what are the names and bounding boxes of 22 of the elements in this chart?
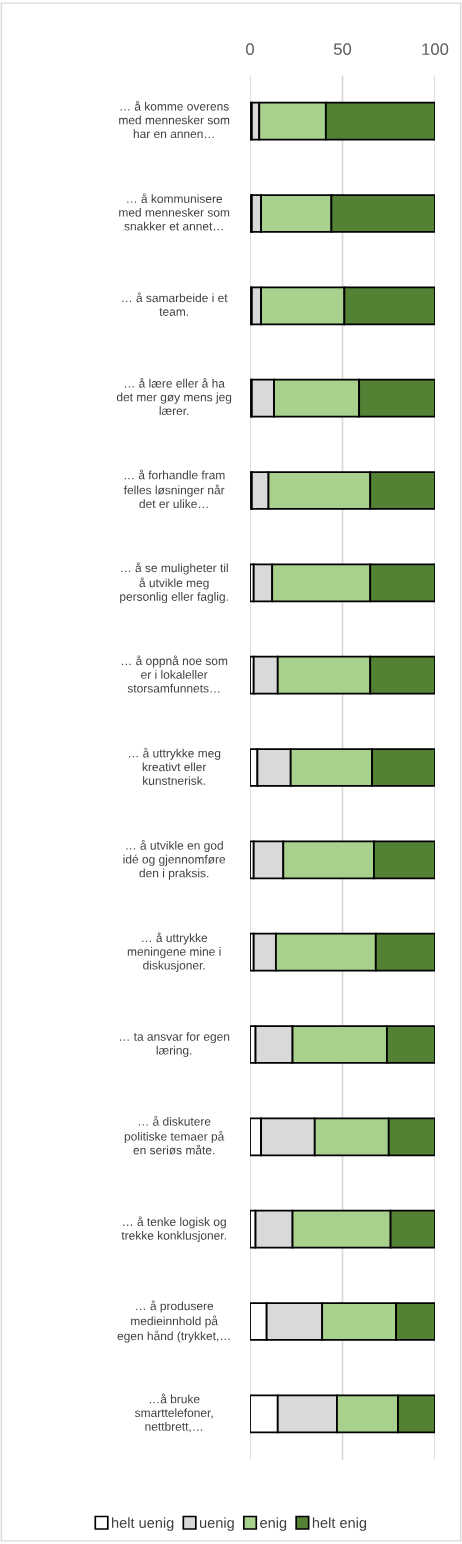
y-tick-label: … å uttrykke meg kreativt eller kunstnerisk. — [128, 747, 221, 785]
x-tick-label: 100 — [422, 43, 449, 56]
legend-label: helt enig — [312, 1517, 367, 1531]
legend-label: uenig — [200, 1517, 234, 1531]
y-tick-label: … å diskutere politiske temaer på en seriøs måte. — [124, 1115, 225, 1155]
legend-label: enig — [260, 1517, 287, 1531]
y-tick-label: … å komme overens med mennesker som har en annen… — [119, 100, 230, 139]
x-tick-label: 0 — [246, 43, 254, 56]
y-tick-label: … ta ansvar for egen læring. — [120, 1032, 230, 1057]
y-tick-label: … å utvikle en god idé og gjennomføre den i praksis. — [123, 839, 226, 880]
legend-label: helt uenig — [112, 1517, 174, 1531]
y-tick-label: … å uttrykke meningene mine i diskusjoner. — [127, 932, 221, 972]
x-tick-label: 50 — [333, 43, 352, 56]
y-tick-label: … å produsere medieinnhold på egen hånd (trykket,… — [117, 1300, 230, 1343]
y-tick-label: … å lære eller å ha det mer gøy mens jeg lærer. — [116, 377, 232, 416]
y-tick-label: … å forhandle fram felles løsninger når det er ulike… — [123, 469, 225, 509]
y-tick-label: …å bruke smarttelefoner, nettbrett,… — [134, 1393, 213, 1433]
y-tick-label: … å se muligheter til å utvikle meg personlig eller faglig. — [120, 562, 228, 604]
y-tick-label: … å tenke logisk og trekke konklusjoner. — [121, 1216, 226, 1243]
y-tick-label: … å oppnå noe som er i lokaleller storsamfunnets… — [121, 655, 228, 693]
y-tick-label: … å samarbeide i et team. — [122, 292, 228, 316]
y-tick-label: … å kommunisere med mennesker som snakker et annet… — [119, 193, 230, 231]
